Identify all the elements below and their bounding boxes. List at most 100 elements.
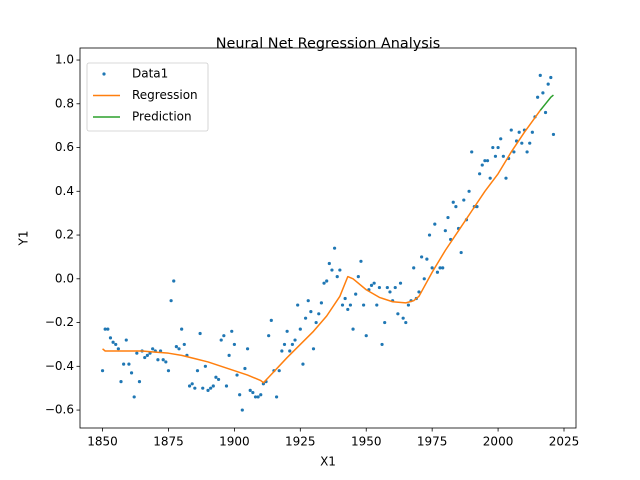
x-tick-label: 2025 [549,435,580,449]
data-point [143,355,147,360]
data-point [298,327,302,331]
data-point [422,277,426,281]
data-point [195,369,200,373]
data-point [290,342,295,347]
data-point [504,176,508,180]
y-tick-label: −0.2 [45,315,74,329]
data-point [491,145,495,150]
data-point [538,73,542,77]
data-point [227,353,231,357]
data-point [114,342,118,347]
x-tick-label: 2000 [483,435,514,449]
legend-box [86,62,209,132]
x-tick-label: 1900 [219,435,250,449]
y-tick-label: 0.8 [55,96,74,110]
data-point [232,342,236,347]
data-point [135,351,139,355]
data-point [151,347,155,351]
data-point [129,371,134,375]
data-point [193,386,197,390]
data-point [206,388,210,392]
data-point [351,327,355,331]
data-point [332,246,337,250]
data-point [187,384,192,388]
data-point [248,388,252,392]
data-point [164,360,168,364]
data-point [398,281,403,285]
y-tick-label: 1.0 [55,53,74,67]
data-point [385,285,389,290]
legend-label: Regression [132,88,198,102]
data-point [404,320,408,325]
data-point [301,362,305,366]
data-point [174,345,178,349]
data-point [543,110,548,115]
data-point [441,266,445,270]
data-point [435,270,440,274]
regression-line [102,109,541,384]
x-tick-label: 1925 [285,435,316,449]
legend-label: Prediction [132,110,192,124]
data-point [124,338,128,342]
data-point [201,386,205,390]
data-point [412,266,416,270]
data-point [203,364,207,368]
data-point [108,336,113,340]
data-point [145,353,149,357]
data-point [269,318,273,322]
data-point [348,303,353,307]
data-point [230,329,234,333]
data-point [417,290,421,294]
regression-line [539,94,554,111]
data-point [161,358,165,362]
data-point [530,130,534,134]
data-point [499,137,503,141]
data-point [364,334,368,338]
data-point [216,377,221,382]
data-point [288,349,292,353]
data-point [180,327,184,331]
y-tick-label: −0.6 [45,403,74,417]
data-point [322,281,326,285]
data-point [443,229,447,233]
legend-label: Data1 [132,67,168,81]
data-point [243,366,247,371]
data-point [478,172,482,176]
data-point [103,327,107,331]
data-point [459,250,463,255]
data-point [356,275,360,279]
data-point [285,329,289,333]
data-point [546,82,550,86]
data-point [493,154,498,158]
data-point [501,154,505,158]
data-point [303,316,308,320]
data-point [224,384,229,388]
data-point [317,312,321,316]
data-point [380,342,384,347]
data-point [259,393,263,397]
x-tick-label: 1975 [417,435,448,449]
data-point [245,347,250,351]
data-point [425,257,429,261]
data-point [306,299,310,303]
data-point [509,128,513,132]
data-point [251,390,255,395]
data-point [361,303,366,307]
data-point [106,327,110,331]
data-point [219,338,223,342]
data-point [209,386,213,390]
data-point [267,334,271,338]
data-point [282,342,287,347]
data-point [122,362,126,366]
data-point [427,233,432,237]
data-point [327,261,331,266]
data-point [520,141,524,145]
x-axis-label: X1 [320,455,336,469]
data-point [100,369,105,373]
data-point [311,347,316,351]
data-point [111,340,115,344]
data-point [222,334,226,338]
data-point [396,312,400,316]
